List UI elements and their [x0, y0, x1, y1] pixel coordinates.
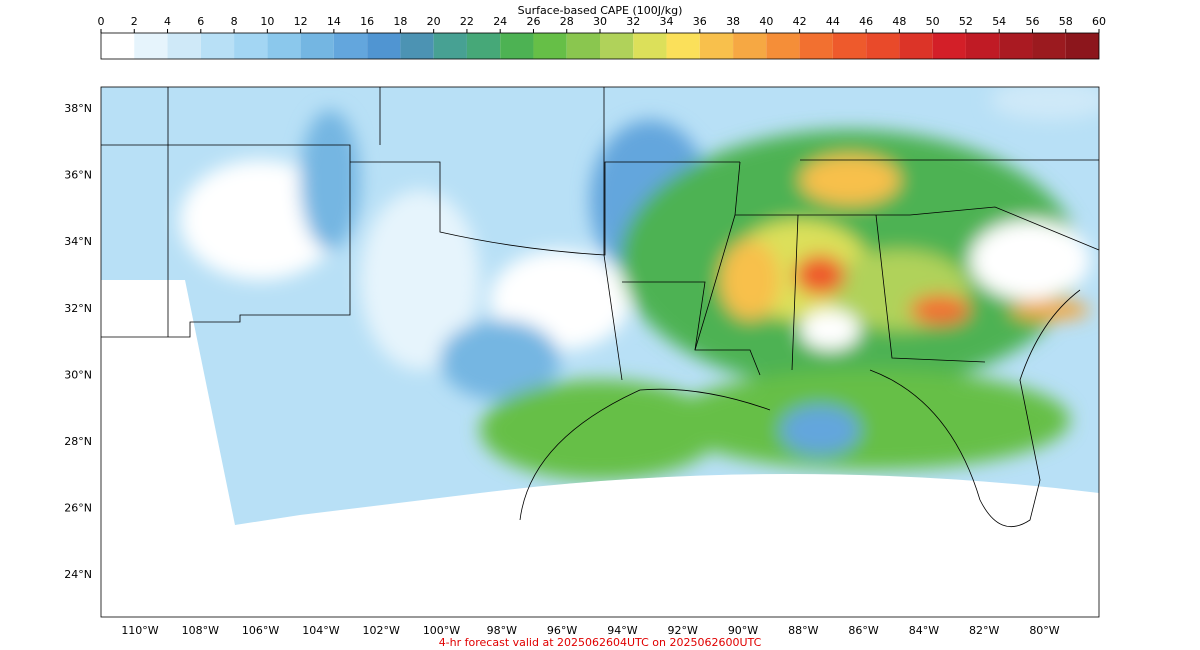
colorbar-tick-label: 24 — [493, 15, 507, 28]
colorbar-swatch — [466, 33, 501, 59]
colorbar-tick-label: 0 — [98, 15, 105, 28]
borders — [101, 87, 1100, 528]
colorbar-swatch — [333, 33, 368, 59]
footer: 4-hr forecast valid at 2025062604UTC on … — [439, 636, 762, 649]
lon-label: 110°W — [121, 624, 158, 637]
colorbar-swatch — [699, 33, 734, 59]
colorbar-tick-label: 10 — [260, 15, 274, 28]
colorbar-swatch — [832, 33, 867, 59]
colorbar-tick-label: 22 — [460, 15, 474, 28]
colorbar-tick-label: 6 — [197, 15, 204, 28]
map-frame — [100, 86, 1100, 618]
lon-label: 88°W — [788, 624, 818, 637]
colorbar-tick-label: 56 — [1025, 15, 1039, 28]
colorbar-swatch — [566, 33, 600, 59]
colorbar-swatch — [167, 33, 201, 59]
colorbar-swatch — [300, 33, 334, 59]
colorbar-tick-label: 28 — [560, 15, 574, 28]
colorbar-tick-label: 8 — [231, 15, 238, 28]
colorbar-swatch — [965, 33, 1000, 59]
lon-label: 102°W — [363, 624, 400, 637]
lon-label: 96°W — [547, 624, 577, 637]
colorbar-swatch — [600, 33, 634, 59]
colorbar-swatch — [200, 33, 235, 59]
colorbar-swatch — [1032, 33, 1066, 59]
colorbar-swatch — [799, 33, 833, 59]
colorbar-swatch — [500, 33, 534, 59]
cape-field — [101, 87, 1099, 525]
colorbar-tick-label: 32 — [626, 15, 640, 28]
lon-label: 100°W — [423, 624, 460, 637]
lat-label: 38°N — [64, 102, 92, 115]
lon-label: 104°W — [302, 624, 339, 637]
lon-label: 106°W — [242, 624, 279, 637]
colorbar-swatch — [866, 33, 900, 59]
colorbar-tick-label: 48 — [892, 15, 906, 28]
lon-label: 98°W — [487, 624, 517, 637]
lat-label: 36°N — [64, 169, 92, 182]
colorbar-swatch — [533, 33, 567, 59]
lon-label: 90°W — [728, 624, 758, 637]
colorbar-tick-label: 14 — [327, 15, 341, 28]
colorbar-tick-label: 46 — [859, 15, 873, 28]
colorbar-tick-label: 18 — [393, 15, 407, 28]
colorbar-swatch — [766, 33, 800, 59]
lon-label: 92°W — [668, 624, 698, 637]
colorbar-tick-label: 36 — [693, 15, 707, 28]
colorbar-swatch — [234, 33, 268, 59]
colorbar-swatch — [1065, 33, 1099, 59]
colorbar-swatch — [932, 33, 966, 59]
colorbar-tick-label: 34 — [660, 15, 674, 28]
lon-label: 86°W — [848, 624, 878, 637]
lon-label: 82°W — [969, 624, 999, 637]
lat-label: 28°N — [64, 435, 92, 448]
colorbar-swatch — [101, 33, 135, 59]
lat-label: 32°N — [64, 302, 92, 315]
lon-label: 108°W — [182, 624, 219, 637]
colorbar-swatch — [633, 33, 667, 59]
colorbar: 0 2 4 6 8 10 12 14 16 18 20 22 24 26 28 30 32 34 36 38 40 42 4… — [98, 15, 1106, 60]
colorbar-tick-label: 12 — [294, 15, 308, 28]
colorbar-swatch — [999, 33, 1033, 59]
colorbar-title: Surface-based CAPE (100J/kg) — [518, 4, 683, 17]
colorbar-tick-label: 4 — [164, 15, 171, 28]
colorbar-tick-label: 40 — [759, 15, 773, 28]
lon-label: 84°W — [909, 624, 939, 637]
colorbar-tick-label: 26 — [526, 15, 540, 28]
lat-label: 24°N — [64, 568, 92, 581]
colorbar-tick-label: 30 — [593, 15, 607, 28]
colorbar-swatch — [400, 33, 434, 59]
lat-label: 26°N — [64, 502, 92, 515]
colorbar-tick-label: 42 — [793, 15, 807, 28]
colorbar-swatch — [367, 33, 401, 59]
map — [100, 86, 1100, 618]
colorbar-swatch — [134, 33, 168, 59]
lat-label: 30°N — [64, 368, 92, 381]
colorbar-tick-label: 58 — [1059, 15, 1073, 28]
colorbar-swatch — [267, 33, 301, 59]
colorbar-tick-label: 44 — [826, 15, 840, 28]
colorbar-tick-label: 16 — [360, 15, 374, 28]
colorbar-tick-label: 38 — [726, 15, 740, 28]
colorbar-tick-label: 60 — [1092, 15, 1106, 28]
colorbar-swatch — [733, 33, 767, 59]
lon-label: 80°W — [1029, 624, 1059, 637]
colorbar-tick-label: 54 — [992, 15, 1006, 28]
colorbar-tick-label: 52 — [959, 15, 973, 28]
colorbar-tick-label: 20 — [427, 15, 441, 28]
colorbar-tick-label: 50 — [926, 15, 940, 28]
colorbar-tick-label: 2 — [131, 15, 138, 28]
colorbar-swatch — [899, 33, 933, 59]
lon-label: 94°W — [607, 624, 637, 637]
lat-label: 34°N — [64, 235, 92, 248]
colorbar-swatch — [433, 33, 467, 59]
colorbar-swatch — [666, 33, 700, 59]
